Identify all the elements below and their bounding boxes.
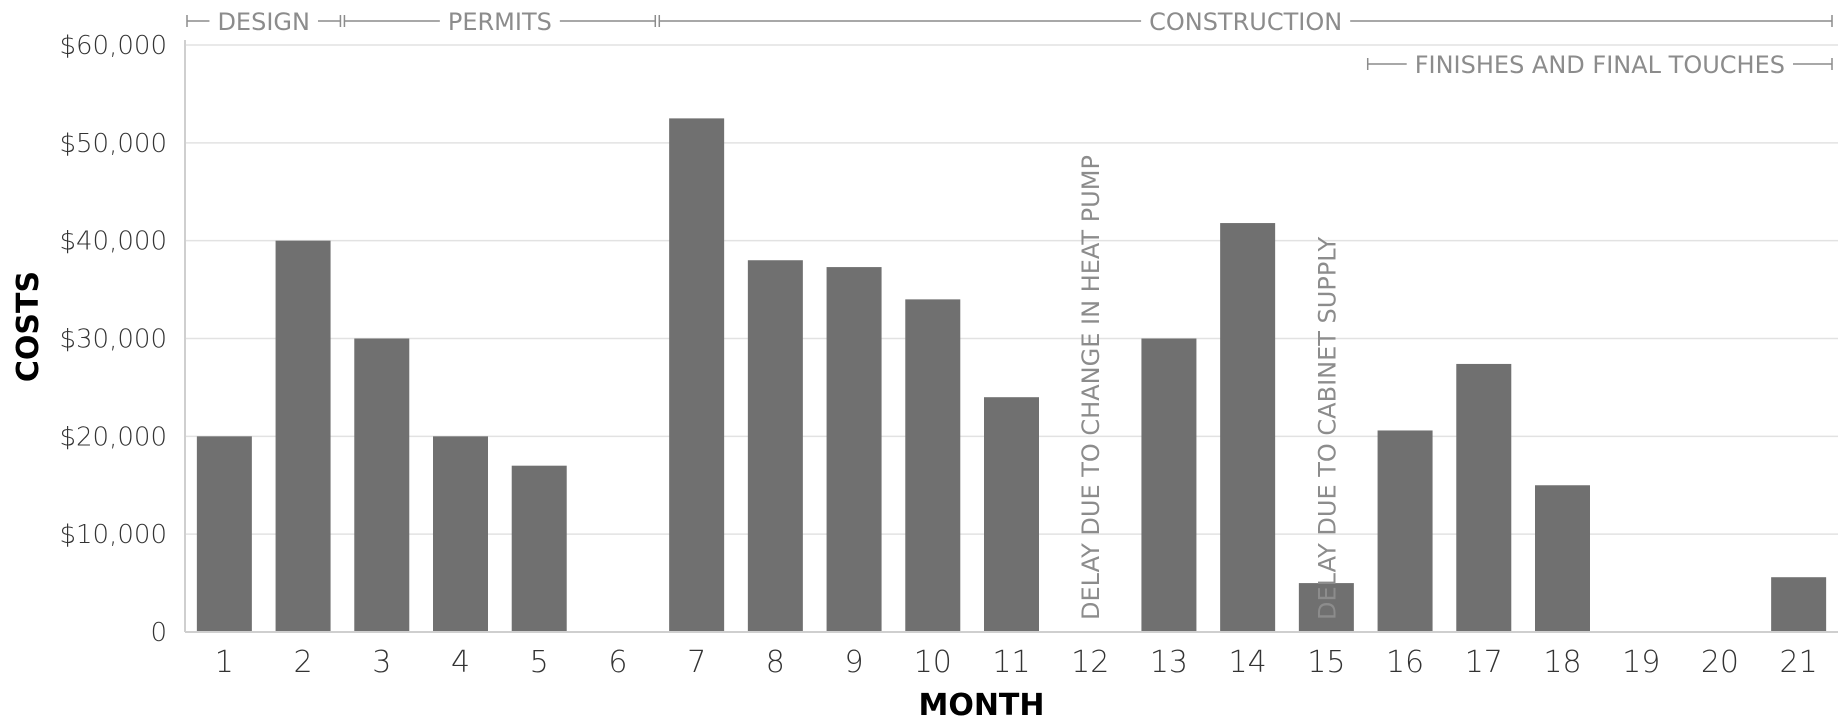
axes xyxy=(184,40,1838,633)
x-tick-label: 1 xyxy=(215,645,234,680)
bar-month-15 xyxy=(1298,583,1354,632)
y-tick-label: 0 xyxy=(150,618,167,648)
y-tick-label: $50,000 xyxy=(59,129,167,159)
y-tick-labels: 0 $10,000 $20,000 $30,000 $40,000 $50,000 $60,… xyxy=(59,31,167,648)
bar-month-5 xyxy=(511,465,567,632)
bar-month-14 xyxy=(1220,223,1276,632)
x-tick-label: 17 xyxy=(1465,645,1503,680)
bar-month-18 xyxy=(1535,485,1590,632)
phase-timeline: DESIGN PERMITS CONSTRUCTION FINISHES AND FI… xyxy=(186,8,1833,79)
phase-label: CONSTRUCTION xyxy=(1149,8,1342,36)
y-tick-label: $40,000 xyxy=(59,227,167,257)
x-tick-label: 7 xyxy=(687,645,706,680)
y-tick-label: $60,000 xyxy=(59,31,167,61)
bar-month-13 xyxy=(1141,338,1197,632)
bar-month-17 xyxy=(1456,363,1512,632)
delay-annotation: DELAY DUE TO CABINET SUPPLY xyxy=(1313,237,1341,620)
bar-month-21 xyxy=(1771,577,1827,632)
bar-month-3 xyxy=(354,338,410,632)
bar-month-7 xyxy=(669,118,725,632)
x-tick-label: 14 xyxy=(1229,645,1267,680)
phase-permits: PERMITS xyxy=(343,8,657,36)
bar-month-9 xyxy=(826,267,882,632)
delay-annotation: DELAY DUE TO CHANGE IN HEAT PUMP xyxy=(1077,155,1105,620)
x-tick-label: 9 xyxy=(845,645,864,680)
x-tick-label: 20 xyxy=(1701,645,1739,680)
y-tick-label: $20,000 xyxy=(59,422,167,452)
x-tick-label: 11 xyxy=(992,645,1030,680)
y-tick-label: $10,000 xyxy=(59,520,167,550)
bar-month-1 xyxy=(196,436,252,632)
x-tick-label: 21 xyxy=(1780,645,1818,680)
phase-label: FINISHES AND FINAL TOUCHES xyxy=(1415,51,1785,79)
bar-month-2 xyxy=(275,240,331,632)
bar-month-8 xyxy=(747,260,803,632)
bar-month-4 xyxy=(433,436,488,632)
bar-month-11 xyxy=(984,397,1039,632)
bar-month-16 xyxy=(1377,430,1433,632)
phase-label: DESIGN xyxy=(217,8,310,36)
x-tick-label: 15 xyxy=(1307,645,1345,680)
phase-construction: CONSTRUCTION xyxy=(658,8,1833,36)
x-tick-label: 8 xyxy=(766,645,785,680)
x-tick-label: 19 xyxy=(1622,645,1660,680)
phase-design: DESIGN xyxy=(186,8,342,36)
x-tick-label: 12 xyxy=(1071,645,1109,680)
x-axis-title: MONTH xyxy=(918,688,1044,721)
bars xyxy=(196,118,1827,632)
x-tick-labels: 1 2 3 4 5 6 7 8 9 10 11 12 13 14 15 16 17 18 19 20 21 xyxy=(215,645,1818,680)
x-tick-label: 10 xyxy=(914,645,952,680)
x-tick-label: 18 xyxy=(1543,645,1581,680)
phase-finishes-and-final-touches: FINISHES AND FINAL TOUCHES xyxy=(1366,51,1833,79)
x-tick-label: 6 xyxy=(608,645,627,680)
x-tick-label: 5 xyxy=(530,645,549,680)
x-tick-label: 13 xyxy=(1150,645,1188,680)
x-tick-label: 2 xyxy=(294,645,313,680)
x-tick-label: 3 xyxy=(372,645,391,680)
bar-month-10 xyxy=(905,299,961,632)
y-axis-title: COSTS xyxy=(11,271,46,382)
annotations: DELAY DUE TO CHANGE IN HEAT PUMP DELAY DU… xyxy=(1077,155,1341,620)
x-tick-label: 4 xyxy=(451,645,470,680)
x-tick-label: 16 xyxy=(1386,645,1424,680)
phase-label: PERMITS xyxy=(448,8,552,36)
y-tick-label: $30,000 xyxy=(59,325,167,355)
